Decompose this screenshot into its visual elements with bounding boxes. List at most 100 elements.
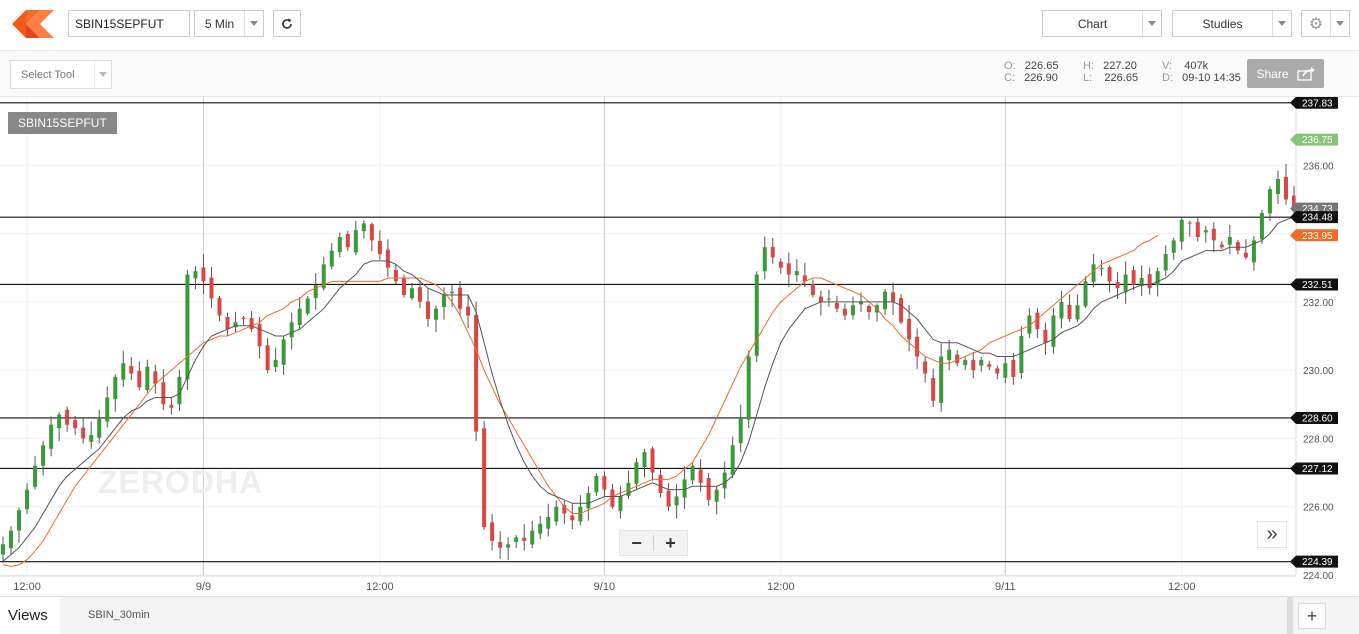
y-tick-label: 224.00 (1303, 571, 1334, 582)
x-tick-label: 12:00 (767, 581, 795, 593)
zoom-out-button[interactable]: − (631, 532, 642, 553)
candle (1051, 315, 1056, 347)
candle (121, 363, 126, 380)
refresh-button[interactable] (273, 10, 301, 37)
candle (923, 361, 928, 374)
y-tick-label: 228.00 (1303, 434, 1334, 445)
settings-dropdown[interactable]: ⚙ (1301, 10, 1350, 37)
y-tick-label: 232.00 (1303, 298, 1334, 309)
candle (209, 277, 214, 299)
chevron-down-icon (244, 11, 263, 36)
ohlc-col-1: O: 226.65 C: 226.90 (1004, 60, 1058, 84)
select-tool-dropdown[interactable]: Select Tool (10, 60, 112, 89)
share-button[interactable]: Share (1247, 59, 1324, 88)
candle (442, 295, 447, 308)
candle (1115, 282, 1120, 289)
candle (931, 378, 936, 401)
candle (337, 236, 342, 253)
low-value: 226.65 (1104, 72, 1139, 84)
candle (754, 274, 759, 356)
y-tick-label: 226.00 (1303, 503, 1334, 514)
add-view-button[interactable]: + (1298, 603, 1326, 629)
candle (738, 417, 743, 444)
candle (586, 493, 591, 509)
candle (1099, 267, 1104, 270)
candle (305, 298, 310, 314)
price-chart[interactable]: 224.00226.00228.00230.00232.00234.00236.… (0, 96, 1359, 595)
candle (385, 249, 390, 268)
candle (939, 356, 944, 403)
candle (241, 317, 246, 319)
studies-dropdown[interactable]: Studies (1172, 10, 1292, 37)
candle (634, 462, 639, 484)
candle (538, 523, 543, 534)
views-label: Views (0, 597, 60, 634)
candle (618, 496, 623, 512)
candle (1259, 213, 1264, 240)
candle (145, 366, 150, 391)
symbol-input[interactable] (68, 10, 190, 37)
candle (369, 224, 374, 241)
candle (514, 537, 519, 542)
candle (434, 308, 439, 320)
candle (883, 291, 888, 310)
chart-area[interactable]: 224.00226.00228.00230.00232.00234.00236.… (0, 96, 1359, 595)
price-label-tag (1290, 278, 1338, 291)
view-item[interactable]: SBIN_30min (88, 609, 150, 621)
chevron-down-icon (1330, 11, 1349, 36)
candle (73, 420, 78, 429)
candle (353, 230, 358, 253)
ema-slow-line (2, 234, 1158, 568)
candle (1083, 281, 1088, 307)
chart-type-dropdown[interactable]: Chart (1042, 10, 1162, 37)
candle (113, 376, 118, 399)
candle (1043, 329, 1048, 343)
candle (393, 270, 398, 282)
volume-value: 407k (1184, 60, 1209, 72)
volume-label: V: (1162, 60, 1172, 72)
price-label-tag (1290, 229, 1338, 242)
candle (1211, 228, 1216, 241)
candle (714, 489, 719, 502)
price-label: 232.51 (1302, 280, 1333, 291)
candle (1123, 274, 1128, 293)
candle (177, 376, 182, 405)
candle (345, 234, 350, 248)
price-label: 234.48 (1302, 213, 1333, 224)
candle (674, 496, 679, 506)
candle (281, 339, 286, 365)
high-value: 227.20 (1103, 60, 1137, 72)
candle (97, 417, 102, 438)
candle (417, 287, 422, 302)
candle (377, 240, 382, 255)
candle (450, 291, 455, 294)
scroll-to-end-button[interactable]: » (1257, 521, 1287, 548)
candle (329, 250, 334, 267)
footer-scroll-edge (1287, 597, 1293, 634)
candle (1155, 271, 1160, 286)
candle (105, 397, 110, 422)
candle (1059, 301, 1064, 319)
plus-icon: + (1306, 605, 1318, 626)
chevron-down-icon (94, 61, 111, 88)
kite-logo-icon[interactable] (12, 10, 54, 38)
date-value: 09-10 14:35 (1182, 72, 1241, 84)
zoom-in-button[interactable]: + (665, 532, 676, 553)
candle (193, 271, 198, 279)
candle (466, 306, 471, 316)
candle (65, 409, 70, 425)
candle (1147, 274, 1152, 289)
candle (594, 475, 599, 493)
candle (562, 505, 567, 514)
candle (474, 315, 479, 432)
interval-dropdown[interactable]: 5 Min (194, 10, 264, 37)
candle (1163, 254, 1168, 271)
candle (530, 530, 535, 545)
candle (41, 445, 46, 466)
ohlc-col-2: H: 227.20 L: 226.65 (1083, 60, 1138, 84)
candle (482, 428, 487, 528)
gear-icon: ⚙ (1308, 15, 1324, 33)
candle (25, 489, 30, 510)
chevron-down-icon (1142, 11, 1161, 36)
candle (818, 296, 823, 302)
